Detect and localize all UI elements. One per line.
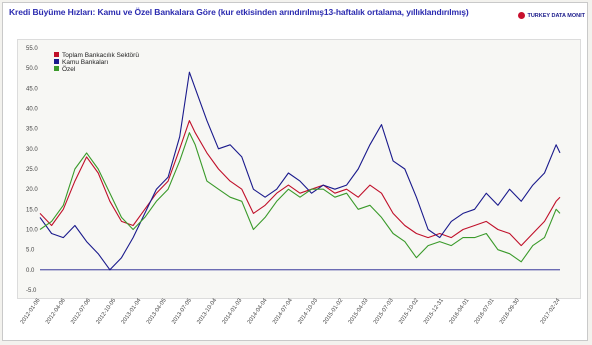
brand-mark-icon xyxy=(518,12,526,19)
series-line-1 xyxy=(39,120,561,247)
x-tick-label: 2013-10-04 xyxy=(196,297,218,325)
x-tick-label: 2012-01-06 xyxy=(20,298,42,326)
y-tick-label: 20.0 xyxy=(26,187,38,193)
legend-swatch-2 xyxy=(54,59,59,64)
x-tick-label: 2014-07-04 xyxy=(272,297,294,325)
brand-logo: TURKEY DATA MONIT xyxy=(518,12,585,19)
x-tick-label: 2012-04-06 xyxy=(45,298,67,326)
x-tick-label: 2016-04-01 xyxy=(449,298,471,326)
x-tick-label: 2013-07-05 xyxy=(171,298,193,326)
x-tick-label: 2014-01-03 xyxy=(222,298,244,326)
y-tick-label: 0.0 xyxy=(26,268,35,274)
legend-label-2: Kamu Bankaları xyxy=(62,59,108,66)
x-tick-label: 2015-01-02 xyxy=(322,298,344,326)
legend-swatch-1 xyxy=(54,52,59,57)
y-tick-label: 40.0 xyxy=(26,107,38,113)
series-line-3 xyxy=(39,132,561,263)
y-tick-label: 45.0 xyxy=(26,86,38,92)
x-tick-label: 2014-04-04 xyxy=(247,297,269,325)
x-tick-label: 2015-04-03 xyxy=(348,298,370,326)
x-tick-label: 2016-09-30 xyxy=(499,298,521,326)
y-tick-label: 10.0 xyxy=(26,228,38,234)
chart-frame: Kredi Büyüme Hızları: Kamu ve Özel Banka… xyxy=(2,2,588,341)
y-tick-label: 15.0 xyxy=(26,207,38,213)
x-tick-label: 2013-04-05 xyxy=(146,298,168,326)
x-tick-label: 2012-07-06 xyxy=(70,298,92,326)
x-tick-label: 2013-01-04 xyxy=(121,297,143,325)
y-tick-label: -5.0 xyxy=(26,288,37,294)
y-tick-label: 50.0 xyxy=(26,66,38,72)
y-tick-label: 55.0 xyxy=(26,46,38,52)
x-tick-label: 2016-07-01 xyxy=(474,298,496,326)
x-tick-label: 2014-10-03 xyxy=(297,298,319,326)
x-tick-label: 2012-10-05 xyxy=(95,298,117,326)
x-tick-label: 2017-02-24 xyxy=(540,297,562,325)
brand-label: TURKEY DATA MONIT xyxy=(527,12,585,19)
y-tick-label: 5.0 xyxy=(26,248,35,254)
legend-label-3: Özel xyxy=(62,65,76,73)
y-tick-label: 25.0 xyxy=(26,167,38,173)
series-line-2 xyxy=(39,71,561,271)
chart-title: Kredi Büyüme Hızları: Kamu ve Özel Banka… xyxy=(9,7,469,17)
x-tick-label: 2015-10-02 xyxy=(398,298,420,326)
y-tick-label: 35.0 xyxy=(26,127,38,133)
y-tick-label: 30.0 xyxy=(26,147,38,153)
x-tick-label: 2015-12-31 xyxy=(423,298,445,326)
legend-swatch-3 xyxy=(54,66,59,71)
x-tick-label: 2015-07-03 xyxy=(373,298,395,326)
legend-label-1: Toplam Bankacılık Sektörü xyxy=(62,52,139,59)
plot-area xyxy=(17,39,581,299)
